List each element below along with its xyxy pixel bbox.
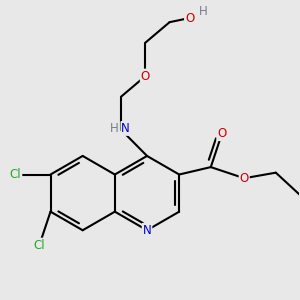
Text: H: H	[110, 122, 118, 135]
Text: Cl: Cl	[10, 168, 21, 181]
Text: N: N	[122, 122, 130, 135]
Text: O: O	[217, 127, 226, 140]
Text: O: O	[240, 172, 249, 185]
Text: N: N	[143, 224, 152, 237]
Text: Cl: Cl	[34, 238, 45, 252]
Text: O: O	[185, 12, 194, 25]
Text: H: H	[199, 4, 208, 17]
Text: O: O	[141, 70, 150, 83]
